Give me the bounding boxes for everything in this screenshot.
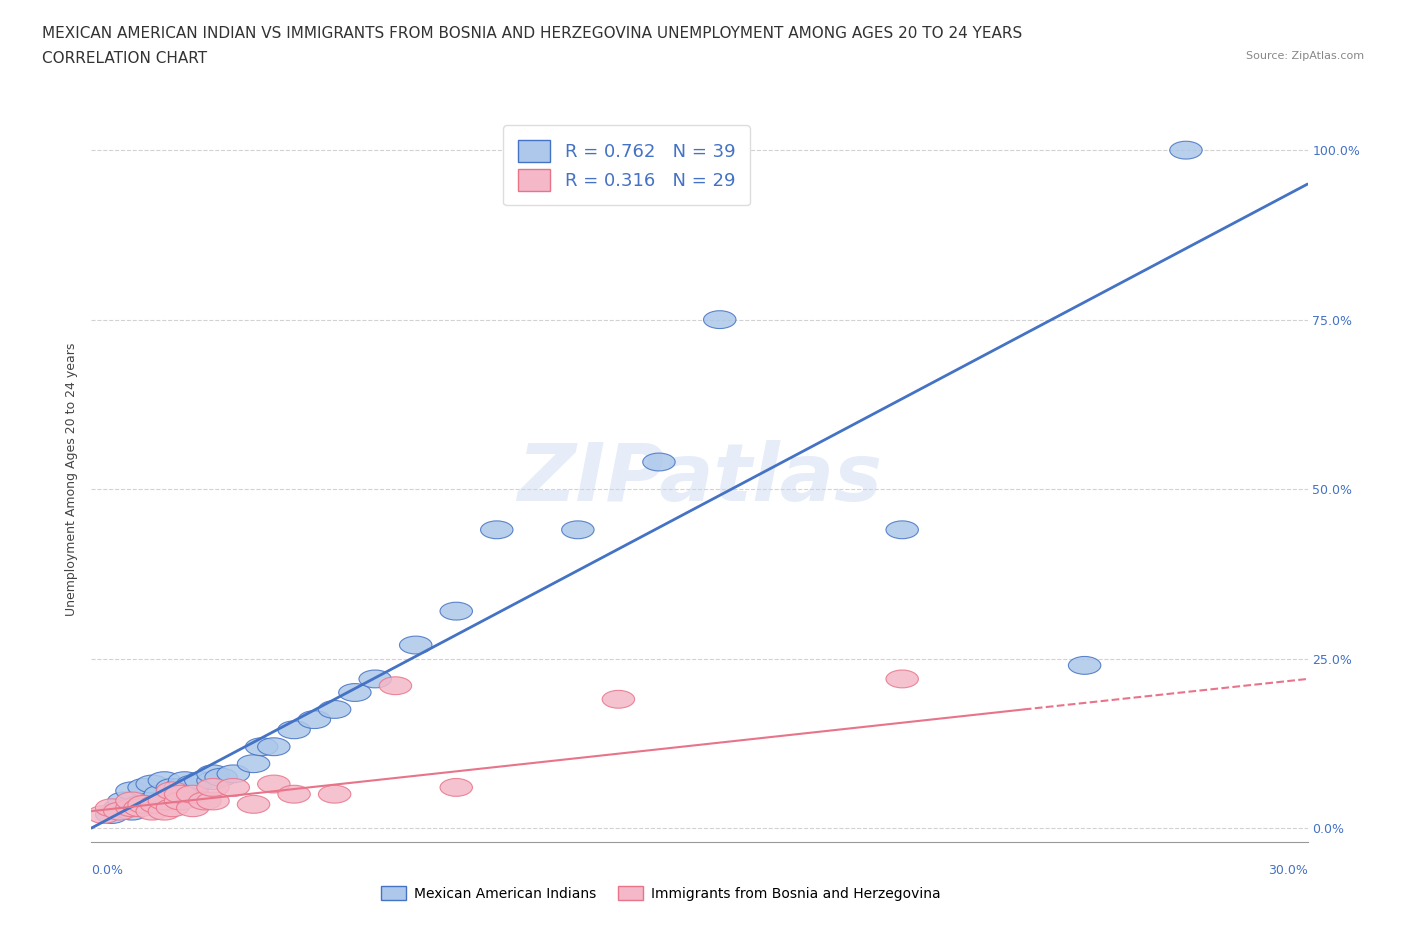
Text: CORRELATION CHART: CORRELATION CHART [42,51,207,66]
Ellipse shape [148,792,180,810]
Ellipse shape [886,521,918,538]
Ellipse shape [156,792,188,810]
Ellipse shape [104,799,136,817]
Ellipse shape [703,311,735,328]
Ellipse shape [1069,657,1101,674]
Ellipse shape [205,768,238,786]
Ellipse shape [318,785,352,804]
Ellipse shape [115,803,148,820]
Ellipse shape [339,684,371,701]
Ellipse shape [217,778,249,796]
Ellipse shape [96,799,128,817]
Ellipse shape [278,785,311,804]
Ellipse shape [380,677,412,695]
Ellipse shape [257,775,290,793]
Ellipse shape [108,792,141,810]
Ellipse shape [177,775,209,793]
Ellipse shape [177,799,209,817]
Y-axis label: Unemployment Among Ages 20 to 24 years: Unemployment Among Ages 20 to 24 years [65,342,79,616]
Text: 0.0%: 0.0% [91,864,124,877]
Ellipse shape [440,778,472,796]
Ellipse shape [136,775,169,793]
Ellipse shape [115,782,148,800]
Ellipse shape [136,803,169,820]
Ellipse shape [124,795,156,813]
Ellipse shape [128,778,160,796]
Ellipse shape [481,521,513,538]
Ellipse shape [197,792,229,810]
Ellipse shape [148,772,180,790]
Ellipse shape [148,803,180,820]
Text: MEXICAN AMERICAN INDIAN VS IMMIGRANTS FROM BOSNIA AND HERZEGOVINA UNEMPLOYMENT A: MEXICAN AMERICAN INDIAN VS IMMIGRANTS FR… [42,26,1022,41]
Text: ZIPatlas: ZIPatlas [517,440,882,518]
Ellipse shape [141,795,173,813]
Ellipse shape [188,792,221,810]
Ellipse shape [643,453,675,471]
Ellipse shape [104,803,136,820]
Ellipse shape [96,805,128,823]
Ellipse shape [184,772,217,790]
Ellipse shape [156,799,188,817]
Ellipse shape [165,785,197,804]
Ellipse shape [886,670,918,688]
Ellipse shape [238,795,270,813]
Legend: R = 0.762   N = 39, R = 0.316   N = 29: R = 0.762 N = 39, R = 0.316 N = 29 [503,126,749,206]
Ellipse shape [238,755,270,773]
Ellipse shape [165,792,197,810]
Ellipse shape [561,521,595,538]
Ellipse shape [318,700,352,718]
Ellipse shape [602,690,634,709]
Ellipse shape [87,805,120,823]
Ellipse shape [156,778,188,796]
Text: 30.0%: 30.0% [1268,864,1308,877]
Ellipse shape [278,721,311,738]
Ellipse shape [440,603,472,620]
Ellipse shape [143,785,177,804]
Ellipse shape [217,765,249,783]
Ellipse shape [359,670,391,688]
Ellipse shape [197,765,229,783]
Ellipse shape [156,782,188,800]
Ellipse shape [399,636,432,654]
Ellipse shape [177,785,209,804]
Text: Source: ZipAtlas.com: Source: ZipAtlas.com [1246,51,1364,61]
Ellipse shape [257,737,290,756]
Ellipse shape [115,792,148,810]
Ellipse shape [298,711,330,728]
Ellipse shape [124,799,156,817]
Ellipse shape [197,772,229,790]
Ellipse shape [128,795,160,813]
Ellipse shape [169,772,201,790]
Ellipse shape [115,799,148,817]
Ellipse shape [1170,141,1202,159]
Legend: Mexican American Indians, Immigrants from Bosnia and Herzegovina: Mexican American Indians, Immigrants fro… [375,881,946,907]
Ellipse shape [197,778,229,796]
Ellipse shape [165,778,197,796]
Ellipse shape [136,792,169,810]
Ellipse shape [177,778,209,796]
Ellipse shape [246,737,278,756]
